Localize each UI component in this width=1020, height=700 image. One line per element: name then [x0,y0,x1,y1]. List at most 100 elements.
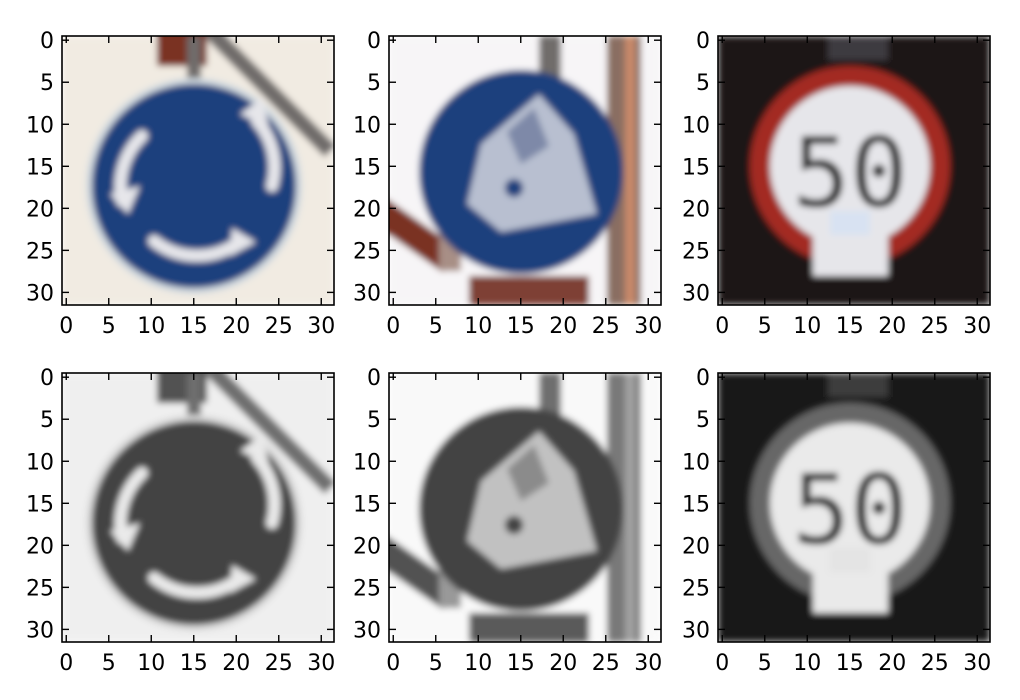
y-tick-label: 5 [40,71,54,96]
x-tick-label: 5 [429,651,443,676]
arrowhead-bottom [230,228,256,256]
y-tick-label: 10 [682,113,710,138]
x-tick-label: 25 [921,651,949,676]
y-tick-label: 5 [40,408,54,433]
y-tick-label: 25 [26,576,54,601]
x-tick-label: 5 [102,314,116,339]
x-tick-label: 20 [549,651,577,676]
pole-highlight [625,36,635,305]
x-tick-label: 25 [592,651,620,676]
arrowhead-left [110,186,140,214]
x-tick-label: 30 [634,651,662,676]
x-tick-label: 0 [59,651,73,676]
arrowhead-left [110,523,140,551]
y-tick-label: 0 [40,29,54,54]
y-tick-label: 10 [26,113,54,138]
y-tick-label: 10 [353,450,381,475]
sign-mount [828,373,888,397]
y-tick-label: 30 [682,618,710,643]
y-tick-label: 0 [40,366,54,391]
x-tick-label: 10 [793,651,821,676]
x-tick-label: 20 [222,314,250,339]
y-tick-label: 5 [367,408,381,433]
x-tick-label: 10 [137,651,165,676]
arrowhead-right [240,98,269,128]
y-tick-label: 15 [353,155,381,180]
figure-shading [507,445,549,501]
sign-mount [828,36,888,60]
diagonal-bar [204,36,334,157]
y-tick-label: 5 [696,408,710,433]
image-children-crossing-blue-sign [389,373,661,642]
y-tick-label: 0 [367,29,381,54]
y-tick-label: 25 [353,239,381,264]
sign-light-patch [830,548,870,572]
x-tick-label: 15 [836,651,864,676]
arrowhead-right [240,435,269,465]
x-tick-label: 15 [180,314,208,339]
y-tick-label: 0 [696,29,710,54]
x-tick-label: 5 [429,314,443,339]
x-tick-label: 0 [59,314,73,339]
y-tick-label: 15 [26,155,54,180]
y-tick-label: 20 [26,534,54,559]
x-tick-label: 0 [386,314,400,339]
y-tick-label: 20 [353,534,381,559]
image-children-crossing-blue-sign [389,36,661,305]
x-tick-label: 5 [758,651,772,676]
sign-white-face [770,86,930,246]
x-tick-label: 10 [464,314,492,339]
x-tick-label: 30 [963,314,991,339]
arrow-right [251,115,281,192]
x-tick-label: 5 [102,651,116,676]
y-tick-label: 10 [682,450,710,475]
x-tick-label: 0 [386,651,400,676]
y-tick-label: 20 [26,197,54,222]
figure-gap [505,516,523,534]
x-tick-label: 25 [265,651,293,676]
x-tick-label: 5 [758,314,772,339]
y-tick-label: 20 [353,197,381,222]
x-tick-label: 30 [963,651,991,676]
x-tick-label: 25 [921,314,949,339]
y-tick-label: 15 [26,492,54,517]
rust-bar-left [389,197,459,273]
x-tick-label: 10 [793,314,821,339]
axes-frame [388,372,662,643]
x-tick-label: 15 [507,314,535,339]
axes-frame [61,35,335,306]
children-figure [467,431,597,569]
image-speed-limit-sign: 50 [718,36,990,305]
x-tick-label: 20 [878,314,906,339]
children-figure [467,94,597,232]
y-tick-label: 25 [26,239,54,264]
rust-bar-left [389,534,459,610]
x-tick-label: 10 [464,651,492,676]
y-tick-label: 25 [353,576,381,601]
y-tick-label: 20 [682,197,710,222]
arrowhead-bottom [230,565,256,593]
sign-white-face [770,423,930,583]
y-tick-label: 10 [26,450,54,475]
y-tick-label: 30 [353,281,381,306]
base-rust [469,276,589,305]
y-tick-label: 5 [696,71,710,96]
x-tick-label: 15 [836,314,864,339]
pole-highlight [625,373,635,642]
y-tick-label: 0 [696,366,710,391]
x-tick-label: 15 [507,651,535,676]
y-tick-label: 30 [26,618,54,643]
x-tick-label: 25 [265,314,293,339]
figure-shading [507,108,549,164]
y-tick-label: 0 [367,366,381,391]
y-tick-label: 15 [682,492,710,517]
sign-light-patch [830,211,870,235]
y-tick-label: 5 [367,71,381,96]
axes-frame [61,372,335,643]
x-tick-label: 20 [549,314,577,339]
